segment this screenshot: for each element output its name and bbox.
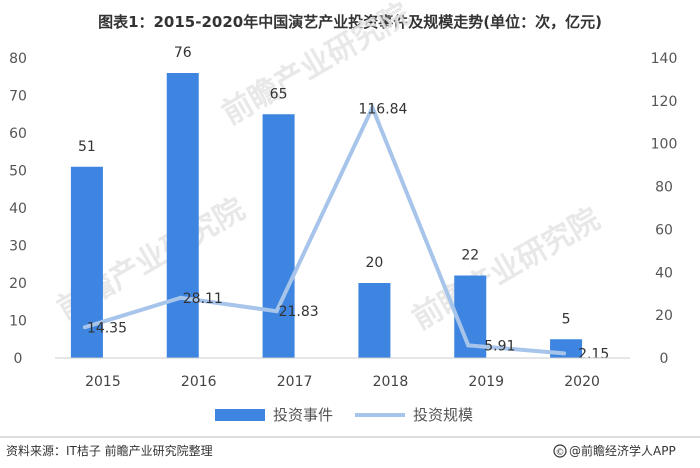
bar-data-label: 22 bbox=[461, 248, 479, 264]
bar bbox=[262, 114, 295, 358]
line-data-label: 28.11 bbox=[183, 291, 223, 307]
right-y-tick-label: 80 bbox=[655, 180, 673, 196]
line-point bbox=[562, 351, 567, 356]
left-y-tick-label: 50 bbox=[9, 164, 27, 180]
legend-label-line: 投资规模 bbox=[413, 406, 473, 424]
bar bbox=[166, 73, 199, 358]
bar bbox=[358, 283, 391, 358]
left-y-tick-label: 10 bbox=[9, 314, 27, 330]
line-data-label: 116.84 bbox=[358, 102, 407, 118]
bar-data-label: 51 bbox=[78, 139, 96, 155]
line-point bbox=[274, 309, 279, 314]
right-y-axis: 0 20 40 60 80 100 120 140 bbox=[651, 51, 678, 367]
line-point bbox=[178, 295, 183, 300]
right-y-tick-label: 100 bbox=[651, 137, 678, 153]
right-y-tick-label: 0 bbox=[660, 351, 669, 367]
bar-data-label: 76 bbox=[174, 45, 192, 61]
bar-data-label: 65 bbox=[270, 86, 288, 102]
chart-title: 图表1：2015-2020年中国演艺产业投资事件及规模走势(单位：次，亿元) bbox=[98, 13, 602, 31]
right-y-tick-label: 20 bbox=[655, 308, 673, 324]
footer-source: 资料来源：IT桔子 前瞻产业研究院整理 bbox=[6, 443, 213, 458]
line-point bbox=[82, 325, 87, 330]
line-data-label: 14.35 bbox=[87, 320, 127, 336]
bar-data-label: 20 bbox=[366, 255, 384, 271]
copyright-icon: © bbox=[553, 444, 567, 458]
right-y-tick-label: 40 bbox=[655, 265, 673, 281]
left-y-tick-label: 70 bbox=[9, 89, 27, 105]
x-tick-label: 2018 bbox=[373, 374, 409, 390]
line-data-label: 21.83 bbox=[279, 304, 319, 320]
left-y-tick-label: 60 bbox=[9, 126, 27, 142]
right-y-tick-label: 120 bbox=[651, 94, 678, 110]
x-tick-label: 2020 bbox=[564, 374, 600, 390]
line-series: 14.35 28.11 21.83 116.84 5.91 2.15 bbox=[82, 102, 609, 362]
x-axis: 2015 2016 2017 2018 2019 2020 bbox=[55, 357, 630, 390]
bar-data-label: 5 bbox=[562, 311, 571, 327]
left-y-tick-label: 80 bbox=[9, 51, 27, 67]
x-tick-label: 2015 bbox=[85, 374, 121, 390]
right-y-tick-label: 60 bbox=[655, 222, 673, 238]
left-y-tick-label: 30 bbox=[9, 239, 27, 255]
left-y-tick-label: 40 bbox=[9, 201, 27, 217]
right-y-tick-label: 140 bbox=[651, 51, 678, 67]
line-point bbox=[466, 343, 471, 348]
legend: 投资事件 投资规模 bbox=[215, 406, 473, 424]
svg-text:©: © bbox=[556, 448, 565, 458]
legend-swatch-bar bbox=[215, 409, 265, 421]
left-y-axis: 0 10 20 30 40 50 60 70 80 bbox=[9, 51, 27, 367]
left-y-tick-label: 20 bbox=[9, 276, 27, 292]
line-data-label: 2.15 bbox=[578, 346, 609, 362]
line-path bbox=[84, 102, 565, 356]
line-data-label: 5.91 bbox=[484, 338, 515, 354]
line-point bbox=[370, 105, 375, 110]
watermark-group: 前瞻产业研究院 前瞻产业研究院 前瞻产业研究院 bbox=[52, 0, 606, 337]
x-tick-label: 2016 bbox=[181, 374, 217, 390]
left-y-tick-label: 0 bbox=[14, 351, 23, 367]
footer-brand: @前瞻经济学人APP bbox=[569, 443, 676, 458]
x-tick-label: 2019 bbox=[468, 374, 504, 390]
x-tick-label: 2017 bbox=[277, 374, 313, 390]
legend-label-bar: 投资事件 bbox=[273, 406, 333, 424]
